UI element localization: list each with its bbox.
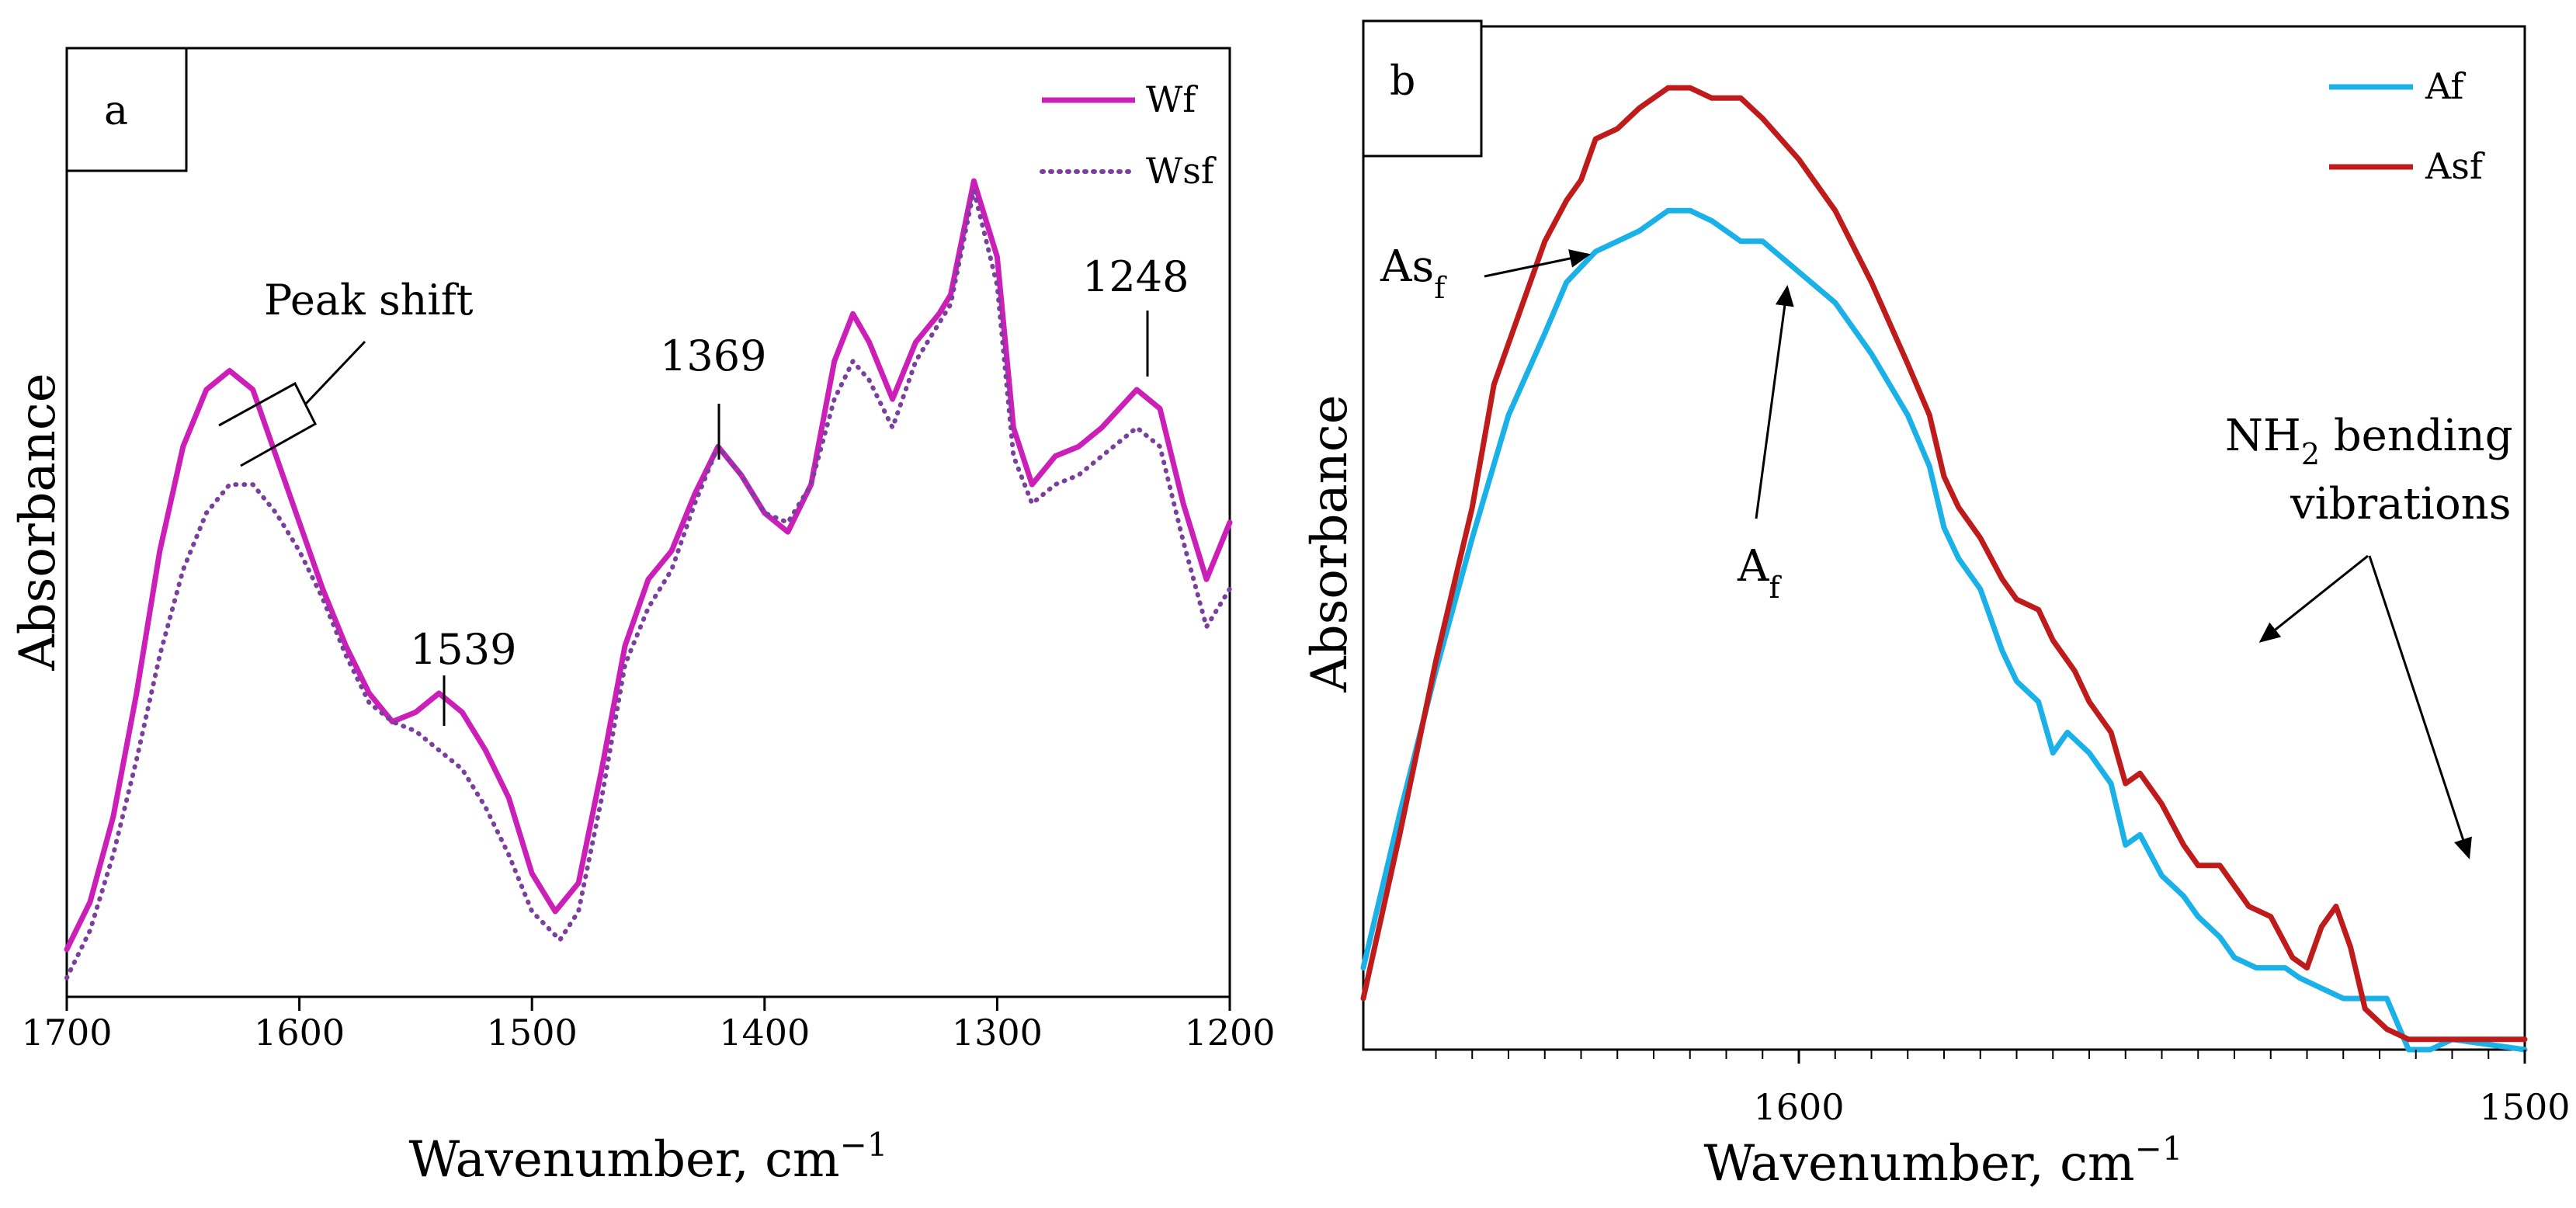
x-tick-label: 1700 [21,1012,112,1054]
x-axis-label-sup: −1 [2135,1130,2183,1168]
panel-a-label: a [104,88,128,134]
panel-a: a 1700 1600 1500 1400 1300 1200 Wf Wsf Peak s… [9,47,1276,1189]
panel-b-x-axis-label: Wavenumber, cm−1 [1703,1130,2182,1192]
panel-a-series [64,178,1233,981]
annotation-asf: Asf [1380,241,1447,305]
series-line-wsf [64,188,1232,981]
legend-label-af: Af [2425,65,2466,107]
panel-b-y-axis-label: Absorbance [1301,394,1359,693]
panel-a-x-axis-label: Wavenumber, cm−1 [408,1126,887,1189]
annotation-1248: 1248 [1082,252,1189,301]
annotation-nh2-line1: NH2 bending [2225,411,2513,471]
panel-a-label-box [65,47,188,172]
legend-label-wf: Wf [1146,78,1198,120]
panel-b-annotations: Asf Af NH2 bending vibrations [1380,241,2513,859]
annotation-af: Af [1737,541,1782,605]
arrow-asf [1484,249,1591,278]
af-sub: f [1769,571,1782,605]
af-main: A [1737,541,1769,592]
series-line-wf [64,178,1233,953]
panel-a-x-axis: 1700 1600 1500 1400 1300 1200 [21,997,1276,1054]
x-axis-label-sup: −1 [840,1126,888,1164]
x-axis-label-main: Wavenumber, cm [1703,1135,2134,1192]
arrow-nh2-2 [2368,555,2472,859]
panel-a-plot-frame [65,47,1231,998]
x-tick-label: 1500 [487,1012,578,1054]
nh2-rest: bending [2320,411,2513,461]
x-tick-label: 1200 [1184,1012,1275,1054]
x-tick-label: 1600 [1753,1086,1844,1128]
panel-b-legend: Af Asf [2329,65,2485,187]
panel-b-label: b [1390,58,1415,105]
legend-label-asf: Asf [2425,145,2485,187]
arrow-nh2-1 [2258,554,2369,643]
series-line-asf [1360,85,2528,1043]
panel-a-annotations: Peak shift 1539 1369 1248 [218,252,1189,726]
x-tick-label: 1600 [254,1012,345,1054]
arrow-af [1755,285,1794,519]
x-tick-label: 1300 [952,1012,1043,1054]
series-line-af [1360,207,2528,1053]
nh2-sub: 2 [2301,437,2320,471]
panel-b: b 1600 1500 Af Asf Asf Af NH2 bending vib… [1301,19,2571,1192]
panel-b-x-axis: 1600 1500 [1435,1050,2571,1128]
x-axis-label-main: Wavenumber, cm [408,1131,839,1189]
x-tick-label: 1500 [2479,1086,2570,1128]
asf-main: As [1380,241,1434,292]
x-tick-label: 1400 [719,1012,810,1054]
panel-a-legend: Wf Wsf [1040,78,1217,192]
peak-shift-bracket [218,340,366,467]
nh2-main: NH [2225,411,2301,461]
panel-b-plot-frame [1362,25,2526,1051]
annotation-nh2-line2: vibrations [2290,479,2511,529]
annotation-1539: 1539 [410,625,516,674]
legend-label-wsf: Wsf [1146,150,1217,192]
panel-b-label-box [1362,19,1483,158]
asf-sub: f [1434,271,1447,305]
panel-a-y-axis-label: Absorbance [9,373,67,671]
annotation-1369: 1369 [660,332,766,380]
panel-b-series [1360,85,2528,1053]
annotation-peak-shift: Peak shift [264,276,474,325]
